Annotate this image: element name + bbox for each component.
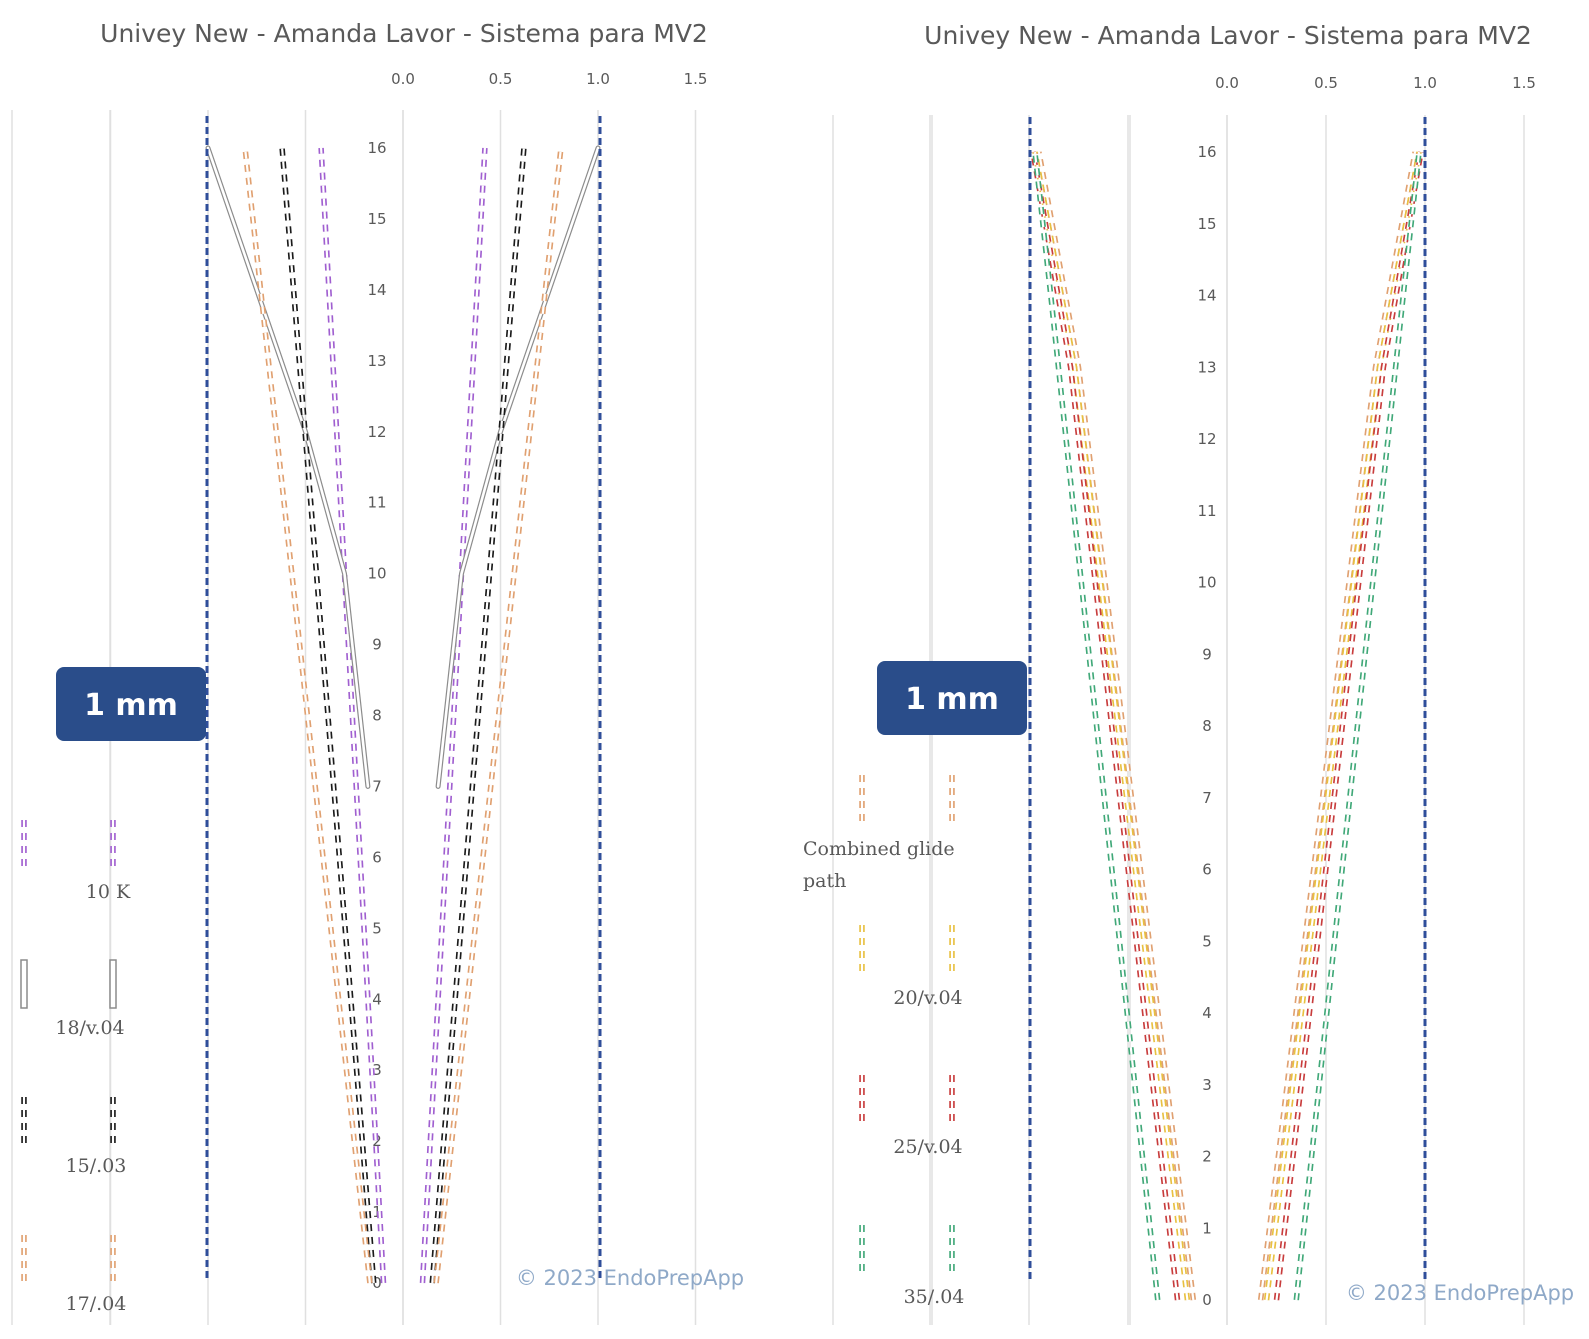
- y-tick-label: 0: [372, 1274, 382, 1292]
- y-tick-label: 16: [367, 139, 386, 157]
- y-tick-label: 3: [372, 1061, 382, 1079]
- chart-left-copyright: © 2023 EndoPrepApp: [516, 1266, 744, 1290]
- y-tick-label: 16: [1197, 143, 1216, 161]
- mm-badge-label: 1 mm: [905, 682, 999, 717]
- x-tick-label: 1.5: [1512, 74, 1536, 92]
- x-tick-label: 1.0: [1413, 74, 1437, 92]
- mm-badge-box: [877, 661, 1027, 735]
- y-tick-label: 9: [372, 636, 382, 654]
- y-tick-label: 1: [1202, 1219, 1212, 1237]
- y-tick-label: 10: [367, 565, 386, 583]
- legend-label-17-04: 17/.04: [66, 1293, 127, 1315]
- y-tick-label: 4: [372, 990, 382, 1008]
- series-combined-glide-path-left: [1037, 151, 1195, 1301]
- chart-right-badge: 1 mm: [877, 661, 1027, 735]
- y-tick-label: 7: [372, 777, 382, 795]
- chart-left-badge: 1 mm: [56, 667, 206, 741]
- y-tick-label: 13: [1197, 358, 1216, 376]
- x-tick-label: 1.0: [586, 70, 610, 88]
- mm-badge-label: 1 mm: [84, 688, 178, 723]
- y-tick-label: 8: [372, 707, 382, 725]
- chart-left-legend: 10 K 18/v.04 15/.03 17/.04: [20, 820, 131, 1315]
- y-tick-label: 12: [1197, 430, 1216, 448]
- series-17-04-left: [243, 147, 371, 1284]
- mm-badge-box: [56, 667, 206, 741]
- y-tick-label: 5: [1202, 932, 1212, 950]
- y-tick-label: 11: [1197, 502, 1216, 520]
- y-tick-label: 3: [1202, 1076, 1212, 1094]
- legend-marker-18-v-04: [20, 959, 28, 1009]
- chart-right-title: Univey New - Amanda Lavor - Sistema para…: [924, 21, 1532, 50]
- chart-right-x-ticks: 0.0 0.5 1.0 1.5: [1215, 74, 1536, 92]
- chart-left-series: [205, 145, 601, 1284]
- legend-label-18-v-04: 18/v.04: [55, 1017, 124, 1039]
- y-tick-label: 11: [367, 494, 386, 512]
- legend-label-15-03: 15/.03: [66, 1155, 127, 1177]
- chart-left-title: Univey New - Amanda Lavor - Sistema para…: [100, 19, 708, 48]
- y-tick-label: 14: [367, 281, 386, 299]
- x-tick-label: 0.5: [1314, 74, 1338, 92]
- chart-left-x-ticks: 0.0 0.5 1.0 1.5: [391, 70, 707, 88]
- y-tick-label: 8: [1202, 717, 1212, 735]
- y-tick-label: 9: [1202, 645, 1212, 663]
- series-combined-glide-path-right: [1259, 151, 1417, 1301]
- y-tick-label: 14: [1197, 287, 1216, 305]
- legend-label-combined-glide-path: Combined glide path: [803, 838, 955, 892]
- chart-left-grid: [11, 110, 697, 1325]
- y-tick-label: 2: [1202, 1148, 1212, 1166]
- x-tick-label: 0.5: [489, 70, 513, 88]
- chart-left: Univey New - Amanda Lavor - Sistema para…: [11, 19, 744, 1325]
- series-35-04-right: [1295, 151, 1421, 1301]
- chart-right-guides: [1028, 117, 1427, 1280]
- y-tick-label: 2: [372, 1132, 382, 1150]
- series-18-v-04-left: [206, 146, 370, 788]
- series-17-04-right: [435, 147, 563, 1284]
- y-tick-label: 12: [367, 423, 386, 441]
- y-tick-label: 5: [372, 919, 382, 937]
- chart-right-series: [1030, 151, 1424, 1301]
- y-tick-label: 7: [1202, 789, 1212, 807]
- y-tick-label: 13: [367, 352, 386, 370]
- y-tick-label: 4: [1202, 1004, 1212, 1022]
- y-tick-label: 6: [1202, 861, 1212, 879]
- x-tick-label: 0.0: [391, 70, 415, 88]
- legend-label-20-v-04: 20/v.04: [893, 987, 962, 1009]
- y-tick-label: 6: [372, 848, 382, 866]
- series-18-v-04-right: [436, 146, 600, 788]
- x-tick-label: 0.0: [1215, 74, 1239, 92]
- y-tick-label: 0: [1202, 1291, 1212, 1309]
- y-tick-label: 10: [1197, 574, 1216, 592]
- series-35-04-left: [1033, 151, 1159, 1301]
- chart-left-guides: [205, 116, 602, 1280]
- legend-label-10-k: 10 K: [86, 881, 131, 903]
- legend-label-35-04: 35/.04: [904, 1286, 965, 1308]
- y-tick-label: 15: [367, 210, 386, 228]
- y-tick-label: 15: [1197, 215, 1216, 233]
- x-tick-label: 1.5: [684, 70, 708, 88]
- chart-right-legend: Combined glide path 20/v.04 25/v.04 35/.04: [803, 775, 964, 1308]
- legend-marker-18-v-04: [109, 959, 117, 1009]
- chart-right-copyright: © 2023 EndoPrepApp: [1346, 1281, 1574, 1305]
- chart-right: Univey New - Amanda Lavor - Sistema para…: [803, 21, 1574, 1325]
- legend-label-25-v-04: 25/v.04: [893, 1136, 962, 1158]
